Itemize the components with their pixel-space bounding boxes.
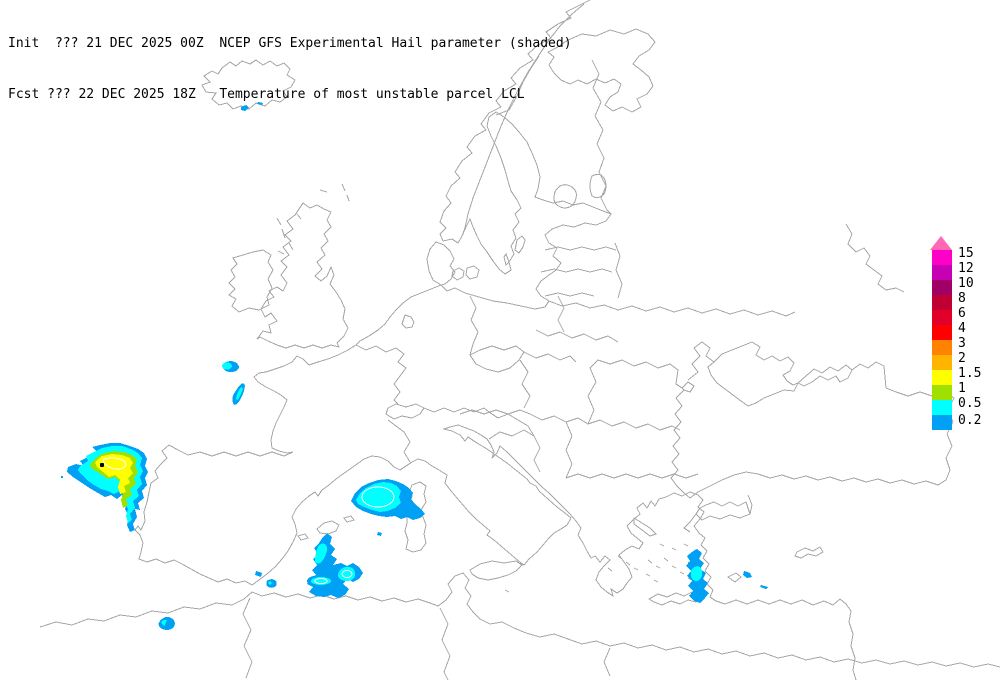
borders-scandinavia xyxy=(461,3,612,237)
coast-scandinavia-baltic xyxy=(426,0,612,310)
region-alboran-specks-blue xyxy=(255,571,277,588)
init-title-line: Init ??? 21 DEC 2025 00Z NCEP GFS Experi… xyxy=(8,36,572,51)
coast-marmara-bosphorus xyxy=(683,494,753,533)
borders-baltic-states xyxy=(540,242,623,333)
region-biscay-west-cyan xyxy=(222,362,232,370)
level-0p5-regions xyxy=(78,362,703,626)
coast-white-sea xyxy=(547,28,656,113)
region-alboran-cyan-dot xyxy=(268,581,272,585)
region-algeria-cyan-right xyxy=(338,566,356,581)
region-biscay-sliver-cyan xyxy=(236,387,243,400)
region-morocco-cyan xyxy=(161,619,167,626)
title-block: Init ??? 21 DEC 2025 00Z NCEP GFS Experi… xyxy=(8,1,572,137)
island-gotland-oland xyxy=(503,235,526,266)
coast-denmark-islands xyxy=(451,265,480,281)
borders-balkans-romania xyxy=(488,359,699,479)
borders-north-africa xyxy=(242,597,611,680)
islands-balearic xyxy=(297,515,355,541)
coast-crimea-azov xyxy=(707,341,887,407)
island-cyprus xyxy=(794,546,824,559)
coast-mainland-west-mediterranean xyxy=(134,284,857,680)
hairline-algeria-coastal xyxy=(314,578,328,584)
river-don xyxy=(845,223,905,293)
coast-north-africa xyxy=(39,572,1000,668)
max-marker-dot xyxy=(99,462,105,468)
coast-britain xyxy=(256,202,349,349)
border-belarus-ukraine-russia xyxy=(548,300,796,317)
hairline-iberia-yellow-core xyxy=(102,457,127,470)
region-sardinia-west-dot xyxy=(377,532,382,536)
coast-iceland xyxy=(201,59,296,110)
island-sardinia xyxy=(404,513,427,553)
borders-central-europe xyxy=(355,295,619,463)
coast-black-sea-south-east xyxy=(697,387,955,493)
region-algeria-cyan-streak xyxy=(315,543,327,564)
region-atlantic-dot xyxy=(61,476,63,478)
coast-black-sea-west-north xyxy=(670,341,715,499)
region-rhodes-specks xyxy=(743,571,768,589)
lakes-ladoga-onega xyxy=(553,173,607,209)
region-iceland-coast-specks xyxy=(241,102,263,111)
inner-contour-hairlines xyxy=(102,457,395,584)
coast-ireland xyxy=(228,249,274,313)
scottish-islands xyxy=(276,183,350,255)
region-crete-east-cyan xyxy=(690,566,703,581)
level-0p2-regions xyxy=(61,102,768,630)
hairline-balearic xyxy=(361,486,395,508)
fcst-title-line: Fcst ??? 22 DEC 2025 18Z Temperature of … xyxy=(8,87,525,102)
lake-ijsselmeer xyxy=(401,314,415,329)
region-algeria-blue xyxy=(307,533,363,598)
hairline-algeria-right xyxy=(341,570,353,578)
island-sicily-malta xyxy=(469,560,523,593)
shaded-regions-group xyxy=(61,102,768,630)
region-morocco-blue xyxy=(158,616,175,630)
